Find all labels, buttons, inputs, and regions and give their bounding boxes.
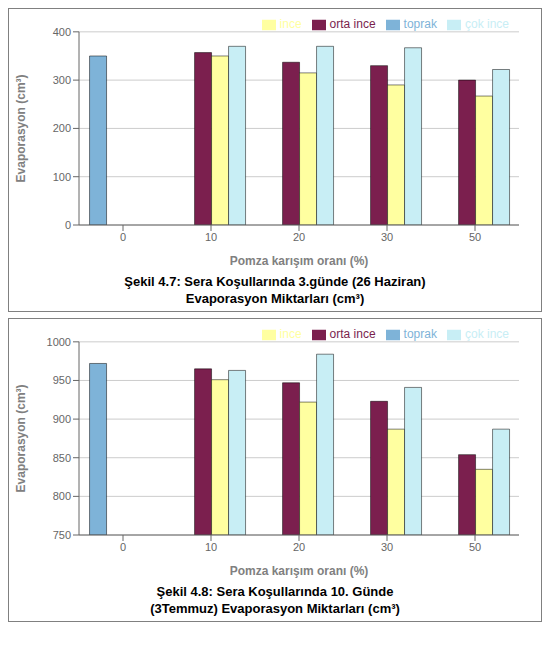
- svg-text:50: 50: [469, 541, 481, 553]
- svg-text:100: 100: [53, 171, 71, 183]
- svg-text:20: 20: [293, 231, 305, 243]
- svg-text:30: 30: [381, 231, 393, 243]
- svg-text:Evaporasyon (cm³): Evaporasyon (cm³): [14, 384, 28, 492]
- svg-text:850: 850: [53, 452, 71, 464]
- html-text:orta ince: orta ince: [329, 327, 376, 341]
- svg-text:0: 0: [120, 231, 126, 243]
- svg-text:50: 50: [469, 231, 481, 243]
- html-text:orta ince: orta ince: [329, 17, 376, 31]
- html-text:ince: ince: [279, 17, 302, 31]
- html-text:(3Temmuz) Evaporasyon Miktarla: (3Temmuz) Evaporasyon Miktarları (cm³): [150, 601, 400, 616]
- svg-text:400: 400: [53, 26, 71, 38]
- svg-text:30: 30: [381, 541, 393, 553]
- svg-text:20: 20: [293, 541, 305, 553]
- html-text:toprak: toprak: [403, 17, 437, 31]
- svg-text:Pomza karışım oranı (%): Pomza karışım oranı (%): [230, 564, 369, 578]
- svg-text:0: 0: [120, 541, 126, 553]
- svg-text:750: 750: [53, 529, 71, 541]
- html-text:Şekil 4.7: Sera Koşullarında 3: Şekil 4.7: Sera Koşullarında 3.günde (26…: [124, 274, 426, 289]
- svg-text:10: 10: [205, 231, 217, 243]
- html-text:çok ince: çok ince: [465, 17, 509, 31]
- svg-text:Evaporasyon (cm³): Evaporasyon (cm³): [14, 74, 28, 182]
- html-text:çok ince: çok ince: [465, 327, 509, 341]
- html-text:Evaporasyon Miktarları (cm³): Evaporasyon Miktarları (cm³): [185, 291, 365, 306]
- svg-text:0: 0: [65, 219, 71, 231]
- svg-text:1000: 1000: [47, 336, 71, 348]
- html-text:Şekil 4.8: Sera Koşullarında 1: Şekil 4.8: Sera Koşullarında 10. Günde: [156, 584, 394, 599]
- svg-text:200: 200: [53, 122, 71, 134]
- svg-text:900: 900: [53, 413, 71, 425]
- html-text:ince: ince: [279, 327, 302, 341]
- html-text:toprak: toprak: [403, 327, 437, 341]
- svg-text:950: 950: [53, 374, 71, 386]
- svg-text:10: 10: [205, 541, 217, 553]
- svg-text:800: 800: [53, 490, 71, 502]
- svg-text:Pomza karışım oranı (%): Pomza karışım oranı (%): [230, 254, 369, 268]
- svg-text:300: 300: [53, 74, 71, 86]
